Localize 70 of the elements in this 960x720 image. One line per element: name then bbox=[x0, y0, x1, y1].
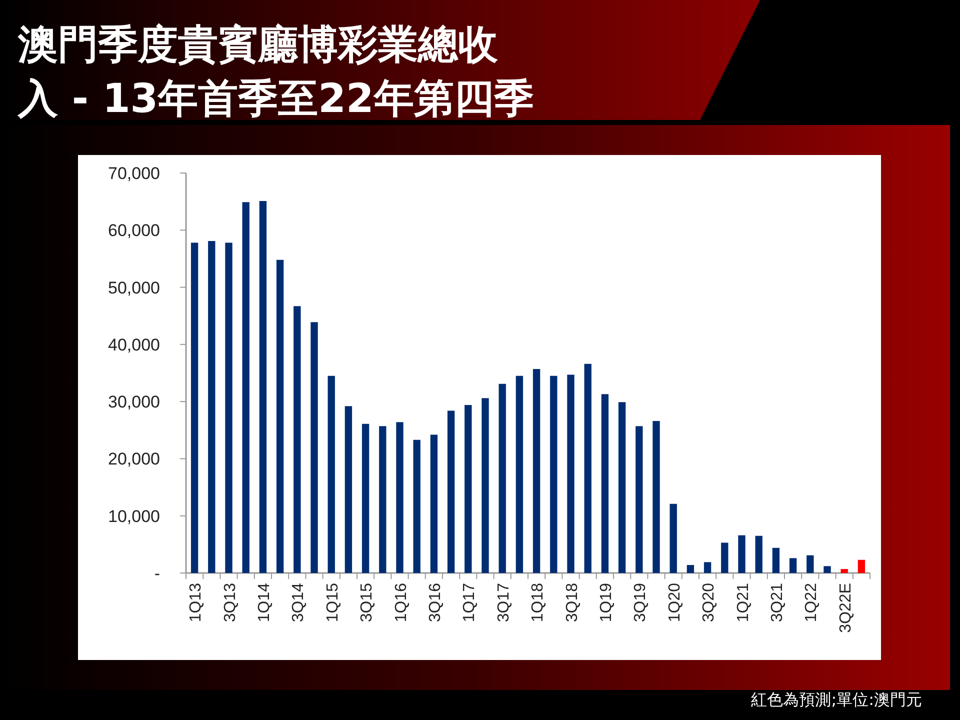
bar bbox=[447, 410, 455, 573]
bar bbox=[482, 398, 489, 573]
bar bbox=[550, 376, 558, 573]
bar bbox=[532, 369, 540, 573]
bar bbox=[379, 426, 386, 573]
x-tick-label: 3Q16 bbox=[426, 582, 444, 622]
bar bbox=[344, 406, 352, 573]
x-tick-label: 1Q21 bbox=[734, 582, 752, 622]
x-tick-label: 3Q20 bbox=[700, 582, 718, 622]
bar bbox=[208, 241, 216, 573]
bar bbox=[772, 548, 780, 573]
chart-title: 澳門季度貴賓廳博彩業總收入 - 13年首季至22年第四季 bbox=[17, 22, 534, 122]
x-tick-label: 3Q15 bbox=[358, 582, 376, 622]
bar bbox=[567, 374, 574, 573]
x-tick-label: 1Q17 bbox=[461, 582, 478, 622]
y-tick-label: 10,000 bbox=[108, 506, 160, 526]
x-tick-label: 1Q19 bbox=[598, 582, 615, 622]
bar bbox=[618, 402, 626, 573]
text: 紅色為預測;單位:澳門元 bbox=[751, 690, 922, 709]
bar bbox=[430, 434, 438, 573]
bar bbox=[242, 202, 250, 573]
bar bbox=[824, 566, 831, 573]
y-tick-label: 60,000 bbox=[108, 221, 160, 240]
bar bbox=[738, 535, 746, 573]
bar bbox=[413, 440, 420, 573]
bar bbox=[310, 322, 318, 573]
bar bbox=[276, 260, 284, 573]
x-tick-label: 1Q20 bbox=[666, 582, 684, 622]
x-tick-label: 1Q18 bbox=[530, 582, 547, 622]
bar bbox=[840, 569, 848, 573]
bar bbox=[806, 555, 814, 573]
bar bbox=[858, 560, 866, 573]
bar bbox=[396, 422, 404, 573]
x-tick-label: 1Q15 bbox=[324, 582, 342, 622]
y-tick-label: 50,000 bbox=[108, 278, 160, 298]
bar bbox=[652, 421, 660, 573]
bar bbox=[498, 384, 506, 573]
y-tick-label: 70,000 bbox=[108, 164, 160, 183]
bar bbox=[636, 426, 643, 573]
x-tick-label: 3Q19 bbox=[632, 582, 650, 622]
bar bbox=[686, 565, 694, 573]
bar bbox=[294, 306, 301, 573]
x-tick-label: 1Q22 bbox=[803, 582, 820, 622]
bar bbox=[225, 242, 232, 573]
x-tick-label: 1Q14 bbox=[256, 582, 273, 622]
bar bbox=[601, 394, 609, 573]
x-tick-label: 1Q16 bbox=[392, 582, 410, 622]
bar bbox=[721, 542, 728, 573]
x-tick-label: 1Q13 bbox=[188, 582, 205, 622]
bar bbox=[259, 201, 267, 573]
bar bbox=[704, 562, 712, 573]
y-tick-label: 30,000 bbox=[108, 392, 160, 412]
x-tick-label: 3Q22E bbox=[837, 583, 854, 633]
bar bbox=[464, 405, 472, 573]
bar bbox=[755, 536, 762, 573]
bar bbox=[516, 376, 524, 573]
x-tick-label: 3Q17 bbox=[495, 582, 512, 622]
y-tick-label: 20,000 bbox=[108, 450, 160, 469]
y-tick-label: 40,000 bbox=[108, 335, 160, 354]
bar bbox=[362, 424, 370, 573]
bar bbox=[584, 364, 592, 573]
bar bbox=[789, 558, 797, 573]
x-tick-label: 3Q21 bbox=[768, 582, 786, 622]
x-tick-label: 3Q13 bbox=[222, 582, 239, 622]
x-tick-label: 3Q18 bbox=[564, 582, 581, 622]
y-tick-label: - bbox=[154, 564, 160, 583]
bar bbox=[328, 376, 335, 573]
bar bbox=[190, 242, 198, 573]
bar bbox=[670, 504, 677, 573]
x-tick-label: 3Q14 bbox=[290, 582, 308, 622]
